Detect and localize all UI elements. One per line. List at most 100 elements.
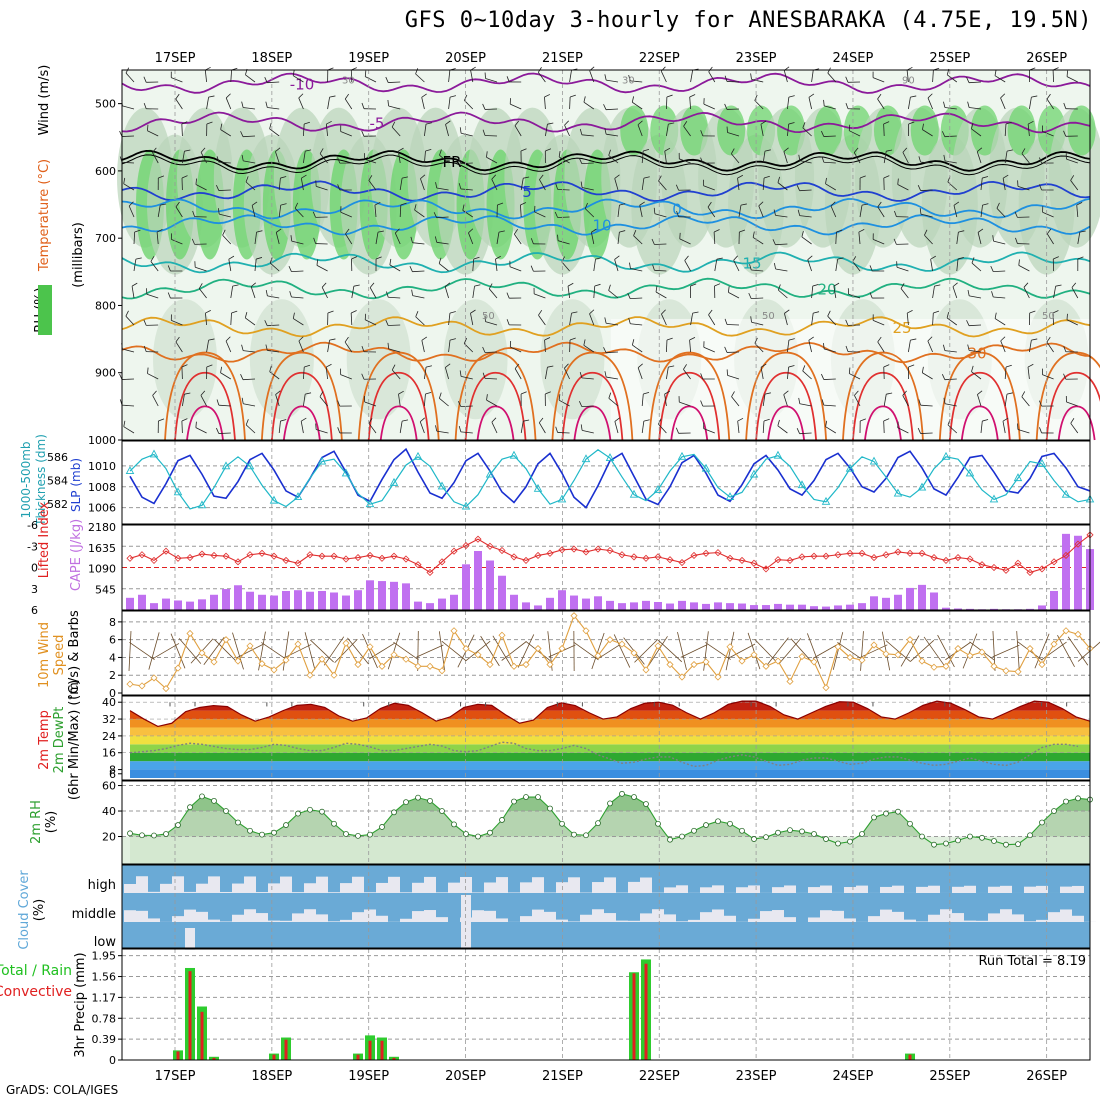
li-marker — [594, 545, 602, 553]
wind-barb-flag — [902, 147, 908, 153]
wind-barb — [977, 394, 982, 407]
cape-bar — [354, 590, 362, 610]
wind-speed-marker — [666, 660, 674, 669]
wind-barb-flag — [184, 149, 191, 152]
wind-barb — [412, 295, 425, 299]
cloud-bar-middle — [316, 914, 328, 922]
rh-marker — [223, 808, 229, 814]
surface-wind-barb — [214, 639, 238, 663]
wind-speed-marker — [246, 642, 254, 650]
wind-barb — [858, 232, 861, 245]
wind-barb — [564, 368, 570, 380]
wind-barb — [707, 206, 716, 218]
wind-speed-marker — [414, 662, 422, 670]
li-marker — [1074, 540, 1082, 548]
cloud-bar-high — [712, 885, 724, 893]
wind-barb — [946, 74, 958, 83]
wind-barb-flag — [387, 342, 390, 349]
cloud-bar-middle — [364, 909, 376, 922]
wind-barb — [125, 72, 135, 83]
wind-barb — [1053, 286, 1057, 299]
cloud-bar-middle — [988, 913, 1000, 922]
wind-barb — [534, 293, 546, 299]
rh-region-low — [540, 299, 605, 420]
wind-speed-marker — [582, 627, 590, 635]
cloud-bar-high — [568, 877, 580, 893]
wind-barb — [654, 269, 667, 272]
wind-barb — [762, 151, 766, 164]
wind-barb-flag — [425, 122, 432, 125]
thickness-marker — [1061, 489, 1071, 498]
wind-barb — [538, 314, 546, 326]
cloud-bar-high — [304, 883, 316, 893]
surface-wind-barb — [323, 636, 345, 666]
wind-barb — [243, 350, 256, 353]
wind-barb — [460, 376, 473, 380]
wind-barb — [811, 313, 814, 326]
li-marker — [498, 546, 506, 555]
wind-barb-flag — [1031, 95, 1038, 98]
cape-bar — [294, 590, 302, 610]
wind-barb-flag — [836, 229, 843, 233]
wind-barb-flag — [971, 365, 974, 372]
wind-barb-flag — [520, 202, 527, 206]
wind-barb — [1002, 178, 1006, 191]
wind-barb-flag — [292, 312, 295, 319]
wind-barb-flag — [457, 401, 462, 407]
wind-barb — [316, 265, 328, 272]
wind-barb — [1077, 232, 1081, 245]
wind-barb — [758, 205, 764, 218]
y-tick-label: 24 — [102, 730, 116, 743]
surface-wind-barb — [790, 638, 814, 664]
wind-barb-flag — [580, 181, 583, 188]
wind-barb — [751, 269, 764, 272]
wind-barb — [545, 367, 548, 380]
wind-barb — [1018, 265, 1030, 272]
wind-barb — [703, 185, 715, 191]
cape-bar — [270, 595, 278, 610]
wind-barb-flag — [275, 147, 281, 152]
wind-barb-flag — [389, 258, 392, 265]
wind-barb — [690, 313, 694, 326]
wind-barb-flag — [821, 373, 825, 380]
cape-bar — [570, 595, 578, 610]
temperature-contour — [121, 277, 1091, 300]
wind-barb-flag — [350, 310, 357, 314]
y-tick-label: 60 — [102, 780, 116, 793]
thickness-marker — [629, 489, 639, 498]
wind-barb — [171, 320, 183, 326]
li-marker — [414, 561, 422, 569]
thickness-axis-title: 1000-500mb — [19, 441, 33, 518]
li-marker — [1050, 558, 1058, 566]
wind-barb-flag — [181, 364, 188, 368]
rh-region-high — [813, 105, 842, 156]
wind-barb-flag — [1052, 310, 1059, 314]
cloud-bar-high — [460, 877, 472, 893]
wind-barb — [267, 81, 280, 84]
wind-barb-flag — [539, 174, 544, 180]
wind-barb — [977, 232, 982, 245]
rh-fill-mid — [130, 811, 1090, 837]
wind-barb — [300, 178, 304, 191]
thickness-marker — [965, 468, 975, 477]
wind-barb — [394, 232, 401, 245]
wind-barb — [128, 205, 135, 218]
wind-barb — [267, 295, 280, 299]
wind-barb-flag — [156, 229, 163, 233]
wind-barb-flag — [312, 211, 316, 218]
wind-barb-flag — [821, 399, 825, 406]
rh-marker — [631, 794, 637, 800]
footer-credit: GrADS: COLA/IGES — [6, 1083, 119, 1097]
surface-wind-barb — [613, 634, 631, 668]
date-label-top: 24SEP — [833, 51, 874, 66]
rh-marker — [127, 830, 133, 837]
wind-speed-marker — [222, 636, 230, 644]
wind-barb-flag — [798, 397, 801, 404]
cloud-bar-high — [676, 885, 688, 893]
wind-barb — [462, 210, 474, 218]
thickness-marker — [197, 500, 207, 509]
wind-barb-flag — [361, 130, 365, 137]
surface-wind-barb — [657, 639, 683, 663]
wind-barb-flag — [1046, 336, 1051, 343]
